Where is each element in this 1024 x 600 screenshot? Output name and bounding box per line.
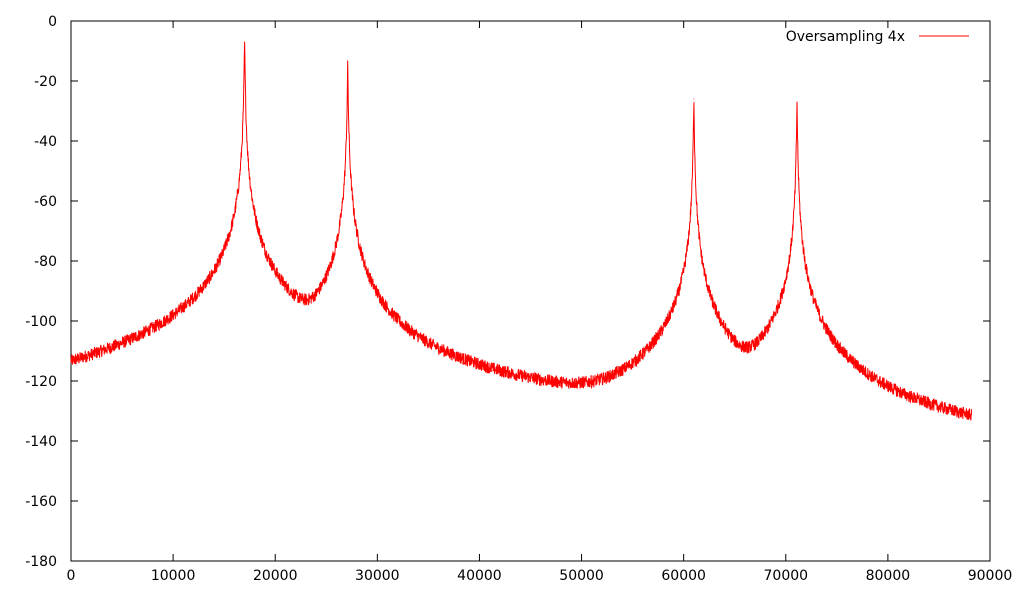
x-tick-label: 60000 (661, 568, 706, 584)
y-tick-label: -120 (25, 374, 57, 390)
x-tick-label: 0 (67, 568, 76, 584)
plot-frame (70, 20, 991, 562)
y-tick-label: 0 (48, 14, 57, 30)
x-tick-label: 40000 (457, 568, 502, 584)
y-tick-label: -40 (34, 134, 57, 150)
x-axis-ticks: 0 10000 20000 30000 40000 50000 60000 70000 8000… (67, 21, 1013, 584)
y-tick-label: -180 (25, 554, 57, 570)
peak-point-3 (693, 98, 695, 100)
y-tick-label: -140 (25, 434, 57, 450)
peak-point-1 (244, 41, 246, 43)
legend-label-oversampling-4x: Oversampling 4x (786, 29, 905, 45)
y-tick-label: -80 (34, 254, 57, 270)
legend: Oversampling 4x (786, 29, 969, 45)
x-tick-label: 70000 (764, 568, 809, 584)
series-layer (70, 41, 973, 421)
x-tick-label: 30000 (355, 568, 400, 584)
x-tick-label: 10000 (151, 568, 196, 584)
peak-point-2 (347, 65, 349, 67)
peak-point-4 (796, 101, 798, 103)
x-tick-label: 90000 (968, 568, 1013, 584)
x-tick-label: 80000 (866, 568, 911, 584)
y-tick-label: -20 (34, 74, 57, 90)
y-axis-ticks: 0 -20 -40 -60 -80 -100 -120 -140 -160 -180 (25, 14, 990, 570)
y-tick-label: -160 (25, 494, 57, 510)
x-tick-label: 20000 (253, 568, 298, 584)
series-line-oversampling-4x (70, 41, 973, 421)
y-tick-label: -100 (25, 314, 57, 330)
x-tick-label: 50000 (559, 568, 604, 584)
y-tick-label: -60 (34, 194, 57, 210)
